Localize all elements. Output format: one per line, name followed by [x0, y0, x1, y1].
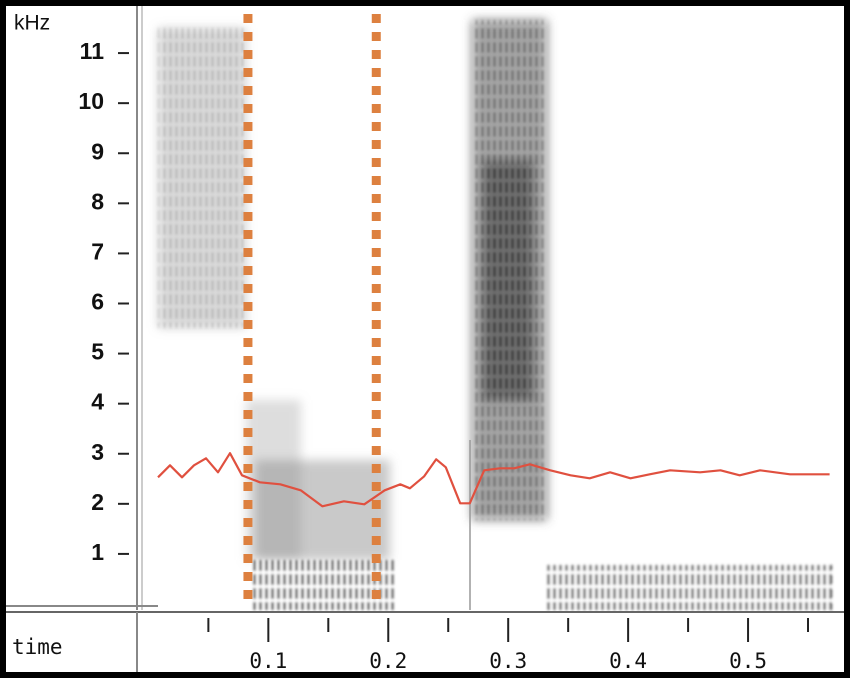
y-tick-label: 10: [78, 88, 104, 114]
spectrogram-texture: [158, 20, 832, 610]
y-tick-label: 2: [91, 489, 104, 515]
y-tick-label: 9: [91, 138, 104, 164]
x-tick-label: 0.1: [249, 649, 287, 673]
y-tick-label: 4: [91, 389, 104, 415]
x-tick-label: 0.5: [729, 649, 767, 673]
x-axis-label: time: [12, 635, 63, 659]
y-tick-label: 1: [91, 539, 104, 565]
y-tick-label: 5: [91, 339, 104, 365]
y-tick-label: 7: [91, 238, 104, 264]
plot: [157, 14, 830, 604]
x-tick-label: 0.4: [609, 649, 647, 673]
y-tick-label: 6: [91, 289, 104, 315]
y-tick-label: 11: [80, 38, 105, 64]
x-tick-label: 0.3: [489, 649, 527, 673]
x-tick-label: 0.2: [369, 649, 407, 673]
track-line: [157, 452, 830, 508]
y-tick-label: 8: [91, 188, 104, 214]
y-tick-label: 3: [91, 439, 104, 465]
y-axis-label: kHz: [14, 12, 50, 35]
